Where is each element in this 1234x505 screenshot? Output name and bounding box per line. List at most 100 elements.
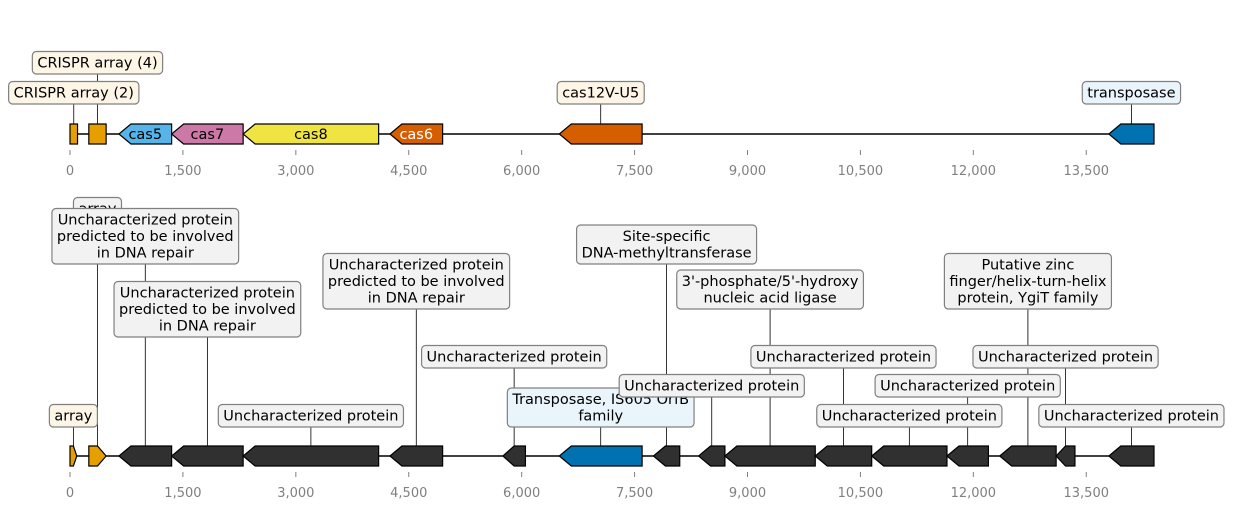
gene-callout-uncharacterized-protein: Uncharacterized protein [972, 344, 1159, 369]
gene-label-cas7: cas7 [191, 127, 225, 143]
gene-arrow-transposase-is605-orfb-family [558, 445, 643, 467]
callout-text-line: Uncharacterized protein [120, 286, 295, 302]
crispr-cas-locus-panel: 0 1,500 3,000 4,500 6,000 7,500 9,000 10,500 12,… [8, 50, 1182, 179]
gene-callout-uncharacterized-protein: Uncharacterized protein [750, 344, 937, 369]
callout-text-line: DNA-methyltransferase [582, 246, 752, 262]
gene-arrow-putative-zinc-finger-helix-turn-helix-protein-ygit-family [998, 445, 1057, 467]
gene-arrow-cas5 [117, 123, 173, 145]
callout-text-line: Site-specific [623, 229, 711, 245]
callout-text-line: Uncharacterized protein [978, 350, 1153, 366]
gene-arrow-uncharacterized-protein [697, 445, 726, 467]
callout-text-line: Uncharacterized protein [756, 350, 931, 366]
axis-tick-label: 13,500 [1064, 486, 1110, 501]
gene-arrow-uncharacterized-protein [870, 445, 948, 467]
axis-tick-label: 0 [66, 486, 74, 501]
callout-box [676, 269, 865, 310]
gene-arrow-cas8 [242, 123, 380, 145]
callout-text-line: Uncharacterized protein [329, 258, 504, 274]
axis-tick-label: 1,500 [164, 486, 201, 501]
callout-box [972, 344, 1159, 369]
callout-text-line: Uncharacterized protein [1044, 409, 1219, 425]
gene-callout-crispr-array-2: CRISPR array (2) [8, 80, 140, 105]
axis-tick-label: 4,500 [390, 164, 427, 179]
callout-box [874, 373, 1061, 398]
labels-layer: arrayarrayUncharacterized proteinpredict… [48, 196, 1225, 428]
callout-box [420, 344, 608, 369]
axis-tick-label: 10,500 [838, 164, 884, 179]
callout-text-line: Uncharacterized protein [624, 379, 799, 395]
gene-arrow-uncharacterized-protein-predicted-to-be-involved-in-dna-repair [388, 445, 444, 467]
gene-arrow-uncharacterized-protein [814, 445, 873, 467]
gene-label-cas8: cas8 [294, 127, 328, 143]
callout-text-line: predicted to be involved [57, 229, 234, 245]
gene-callout-uncharacterized-protein: Uncharacterized protein [1038, 403, 1225, 428]
gene-callout-uncharacterized-protein: Uncharacterized protein [816, 403, 1003, 428]
gene-arrow-transposase [1107, 123, 1155, 145]
gene-arrow-uncharacterized-protein-predicted-to-be-involved-in-dna-repair [170, 445, 244, 467]
callout-text-line: cas12V-U5 [562, 86, 639, 102]
gene-callout-uncharacterized-protein: Uncharacterized protein [420, 344, 608, 369]
callout-text-line: transposase [1087, 86, 1175, 102]
gene-arrow-3-phosphate-5-hydroxy-nucleic-acid-ligase [723, 445, 816, 467]
callout-text-line: Uncharacterized protein [58, 213, 233, 229]
gene-callout-uncharacterized-protein: Uncharacterized protein [618, 373, 805, 398]
axis-tick-label: 12,000 [951, 164, 997, 179]
gene-callout-uncharacterized-protein: Uncharacterized protein [217, 403, 405, 428]
axis-tick-label: 3,000 [277, 164, 314, 179]
callout-text-line: CRISPR array (4) [37, 56, 157, 72]
gene-label-cas6: cas6 [399, 127, 433, 143]
axis-tick-label: 9,000 [729, 164, 766, 179]
axis-tick-label: 6,000 [503, 486, 540, 501]
gene-arrow-uncharacterized-protein-predicted-to-be-involved-in-dna-repair [117, 445, 173, 467]
callout-box [8, 80, 140, 105]
callout-box [750, 344, 937, 369]
gene-arrow-array [69, 445, 78, 467]
callout-box [1081, 80, 1182, 105]
callout-box [322, 252, 511, 310]
gene-arrow-uncharacterized-protein [1055, 445, 1076, 467]
gene-arrow-cas6 [388, 123, 444, 145]
gene-callout-transposase: transposase [1081, 80, 1182, 105]
gene-label-cas5: cas5 [128, 127, 162, 143]
axis-tick-label: 7,500 [616, 486, 653, 501]
callout-text-line: protein, YgiT family [957, 291, 1098, 307]
axis-tick-label: 12,000 [951, 486, 997, 501]
annotated-locus-panel: 0 1,500 3,000 4,500 6,000 7,500 9,000 10,500 12,… [48, 196, 1225, 501]
gene-arrow-uncharacterized-protein [1107, 445, 1155, 467]
axis-tick-label: 13,500 [1064, 164, 1110, 179]
callout-text-line: in DNA repair [97, 246, 194, 262]
gene-arrow-cas7 [170, 123, 244, 145]
callout-box [31, 50, 164, 75]
gene-callout-putative-zinc-finger-helix-turn-helix-protein-ygit-family: Putative zincfinger/helix-turn-helixprot… [943, 252, 1113, 310]
axis-tick-label: 10,500 [838, 486, 884, 501]
callout-text-line: predicted to be involved [328, 274, 505, 290]
callout-text-line: Uncharacterized protein [427, 350, 602, 366]
axis-tick-label: 6,000 [503, 164, 540, 179]
gene-arrow-uncharacterized-protein [242, 445, 380, 467]
callout-text-line: 3'-phosphate/5'-hydroxy [682, 274, 859, 290]
callout-text-line: CRISPR array (2) [14, 86, 134, 102]
axis-tick-label: 1,500 [164, 164, 201, 179]
gene-callout-array: array [48, 403, 99, 428]
callout-box [816, 403, 1003, 428]
callout-text-line: array [54, 409, 92, 425]
labels-layer: CRISPR array (2) CRISPR array (4) cas12V-U… [8, 50, 1182, 105]
gene-arrow-cas12v-u5 [558, 123, 643, 145]
callout-text-line: Uncharacterized protein [223, 409, 398, 425]
axis-tick-label: 3,000 [277, 486, 314, 501]
callout-text-line: predicted to be involved [119, 302, 296, 318]
gene-callout-uncharacterized-protein: Uncharacterized protein [874, 373, 1061, 398]
callout-box [51, 207, 240, 265]
gene-arrow-crispr-array-4 [88, 123, 107, 145]
axis-tick-label: 0 [66, 164, 74, 179]
callout-text-line: finger/helix-turn-helix [949, 274, 1106, 290]
callout-box [1038, 403, 1225, 428]
callout-text-line: Putative zinc [981, 258, 1074, 274]
callout-box [506, 387, 695, 428]
callout-box [575, 224, 758, 265]
